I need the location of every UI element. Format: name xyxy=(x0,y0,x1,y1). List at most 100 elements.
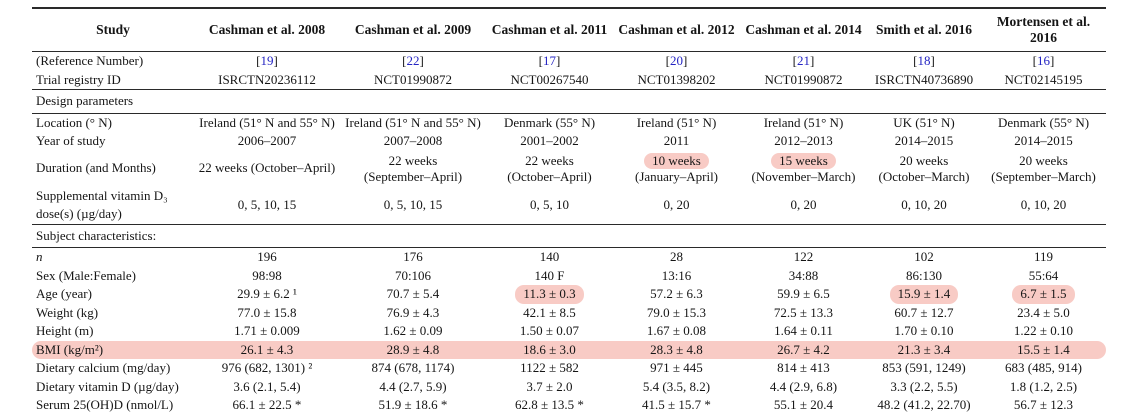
table-row-supplemental-dose: Supplemental vitamin D₃ dose(s) (µg/day)… xyxy=(32,187,1106,224)
reference-link[interactable]: 21 xyxy=(797,53,810,68)
cell-text: 70.7 ± 5.4 xyxy=(386,286,440,301)
cell-height: 1.67 ± 0.08 xyxy=(646,323,707,338)
column-header-study: Study xyxy=(32,9,194,52)
cell-location: Ireland (51° N) xyxy=(636,114,717,130)
column-header-1: Cashman et al. 2009 xyxy=(340,9,486,52)
row-label-bmi: BMI (kg/m²) xyxy=(32,340,194,359)
cell-n: 28 xyxy=(670,249,683,264)
row-label-dietary-calcium: Dietary calcium (mg/day) xyxy=(36,360,171,375)
cell-age: 15.9 ± 1.4 xyxy=(867,285,981,304)
cell-year-of-study: 2011 xyxy=(663,133,690,148)
reference-link[interactable]: 17 xyxy=(543,53,556,68)
column-header-0: Cashman et al. 2008 xyxy=(194,9,340,52)
table-row-age: Age (year) 29.9 ± 6.2 ¹ 70.7 ± 5.4 11.3 ± 0… xyxy=(32,285,1106,304)
cell-text: 59.9 ± 6.5 xyxy=(777,286,830,301)
cell-dietary-vitamin-d: 4.4 (2.7, 5.9) xyxy=(379,378,447,394)
cell-text: 20 weeks xyxy=(899,152,949,168)
cell-sex: 55:64 xyxy=(1028,267,1059,283)
column-header-4: Cashman et al. 2014 xyxy=(740,9,867,52)
cell-dietary-calcium: 814 ± 413 xyxy=(777,360,830,375)
row-label-trial-registry-id: Trial registry ID xyxy=(36,71,121,87)
row-label-location: Location (° N) xyxy=(36,114,112,130)
cell-dietary-vitamin-d: 1.8 (1.2, 2.5) xyxy=(1009,378,1078,394)
highlight-pill: 11.3 ± 0.3 xyxy=(515,285,584,304)
study-comparison-table: Study Cashman et al. 2008 Cashman et al. … xyxy=(32,7,1106,413)
cell-weight: 60.7 ± 12.7 xyxy=(894,304,954,320)
cell-trial-registry-id: NCT01398202 xyxy=(637,71,716,87)
section-label: Subject characteristics: xyxy=(32,223,1106,248)
cell-n: 140 xyxy=(539,249,560,264)
row-label-dietary-vitamin-d: Dietary vitamin D (µg/day) xyxy=(36,378,179,394)
column-header-5: Smith et al. 2016 xyxy=(867,9,981,52)
table-row-height: Height (m) 1.71 ± 0.009 1.62 ± 0.09 1.50 ± … xyxy=(32,322,1106,341)
cell-duration: 10 weeks (January–April) xyxy=(634,152,719,184)
cell-n: 176 xyxy=(403,249,423,264)
cell-supplemental-dose: 0, 5, 10, 15 xyxy=(237,196,297,212)
cell-text: 22 weeks xyxy=(388,152,438,168)
cell-trial-registry-id: NCT02145195 xyxy=(1004,71,1083,87)
cell-age: 59.9 ± 6.5 xyxy=(740,285,867,304)
cell-location: Ireland (51° N) xyxy=(763,114,844,130)
reference-link[interactable]: 19 xyxy=(260,53,274,68)
reference-link[interactable]: 20 xyxy=(670,53,683,68)
cell-reference-number: [20] xyxy=(665,53,688,68)
highlight-pill: 15.9 ± 1.4 xyxy=(889,285,959,304)
cell-bmi: 28.9 ± 4.8 xyxy=(340,340,486,359)
cell-reference-number: [22] xyxy=(402,53,424,68)
table-row-sex: Sex (Male:Female) 98:98 70:106 140 F 13:16 34… xyxy=(32,267,1106,286)
row-label-age: Age (year) xyxy=(36,286,92,301)
cell-reference-number: [16] xyxy=(1032,53,1055,68)
highlight-pill: 6.7 ± 1.5 xyxy=(1012,285,1075,304)
cell-supplemental-dose: 0, 20 xyxy=(790,196,817,212)
cell-weight: 23.4 ± 5.0 xyxy=(1017,304,1070,320)
cell-year-of-study: 2014–2015 xyxy=(894,133,954,148)
cell-dietary-vitamin-d: 5.4 (3.5, 8.2) xyxy=(642,378,711,394)
cell-text: 29.9 ± 6.2 ¹ xyxy=(237,286,297,301)
section-row-subject-characteristics: Subject characteristics: xyxy=(32,223,1106,248)
cell-trial-registry-id: NCT01990872 xyxy=(374,71,452,87)
table-row-weight: Weight (kg) 77.0 ± 15.8 76.9 ± 4.3 42.1 ± 8… xyxy=(32,304,1106,323)
cell-bmi: 21.3 ± 3.4 xyxy=(867,340,981,359)
section-row-design-parameters: Design parameters xyxy=(32,89,1106,114)
cell-year-of-study: 2012–2013 xyxy=(774,133,833,148)
cell-weight: 42.1 ± 8.5 xyxy=(523,304,576,320)
cell-supplemental-dose: 0, 5, 10 xyxy=(530,196,569,212)
cell-sex: 13:16 xyxy=(661,267,692,283)
table-row-dietary-calcium: Dietary calcium (mg/day) 976 (682, 1301) … xyxy=(32,359,1106,378)
reference-link[interactable]: 16 xyxy=(1037,53,1050,68)
cell-supplemental-dose: 0, 10, 20 xyxy=(1020,196,1067,212)
column-header-6: Mortensen et al. 2016 xyxy=(981,9,1106,52)
cell-serum-25ohd: 56.7 ± 12.3 xyxy=(1013,397,1074,412)
cell-bmi: 28.3 ± 4.8 xyxy=(613,340,740,359)
cell-n: 102 xyxy=(914,249,934,264)
cell-age: 11.3 ± 0.3 xyxy=(486,285,613,304)
header-row: Study Cashman et al. 2008 Cashman et al. … xyxy=(32,9,1106,52)
cell-year-of-study: 2001–2002 xyxy=(520,133,579,148)
table-row-year-of-study: Year of study 2006–2007 2007–2008 2001–2002… xyxy=(32,132,1106,151)
cell-duration: 22 weeks (October–April) xyxy=(507,152,592,184)
cell-n: 122 xyxy=(793,249,814,264)
cell-reference-number: [18] xyxy=(913,53,935,68)
cell-year-of-study: 2014–2015 xyxy=(1014,133,1073,148)
reference-link[interactable]: 22 xyxy=(406,53,420,68)
cell-serum-25ohd: 66.1 ± 22.5 * xyxy=(232,397,302,412)
table-row-dietary-vitamin-d: Dietary vitamin D (µg/day) 3.6 (2.1, 5.4)… xyxy=(32,378,1106,397)
reference-link[interactable]: 18 xyxy=(917,53,931,68)
cell-location: Denmark (55° N) xyxy=(997,114,1090,130)
cell-sex: 86:130 xyxy=(905,267,943,283)
cell-age: 70.7 ± 5.4 xyxy=(340,285,486,304)
cell-sex: 98:98 xyxy=(252,267,282,283)
row-label-supplemental-dose: Supplemental vitamin D₃ dose(s) (µg/day) xyxy=(36,187,168,222)
highlight-pill: 10 weeks xyxy=(644,152,709,169)
cell-dietary-calcium: 874 (678, 1174) xyxy=(371,360,455,375)
table-row-serum-25ohd: Serum 25(OH)D (nmol/L) 66.1 ± 22.5 * 51.9 … xyxy=(32,396,1106,413)
cell-location: Denmark (55° N) xyxy=(503,114,596,130)
cell-serum-25ohd: 55.1 ± 20.4 xyxy=(773,397,834,412)
cell-dietary-calcium: 1122 ± 582 xyxy=(520,360,579,375)
cell-location: Ireland (51° N and 55° N) xyxy=(199,114,335,130)
cell-dietary-calcium: 853 (591, 1249) xyxy=(882,360,966,375)
cell-bmi: 18.6 ± 3.0 xyxy=(486,340,613,359)
highlight-pill: 15 weeks xyxy=(771,152,836,169)
cell-supplemental-dose: 0, 20 xyxy=(663,196,690,212)
row-label-n: n xyxy=(36,249,43,264)
